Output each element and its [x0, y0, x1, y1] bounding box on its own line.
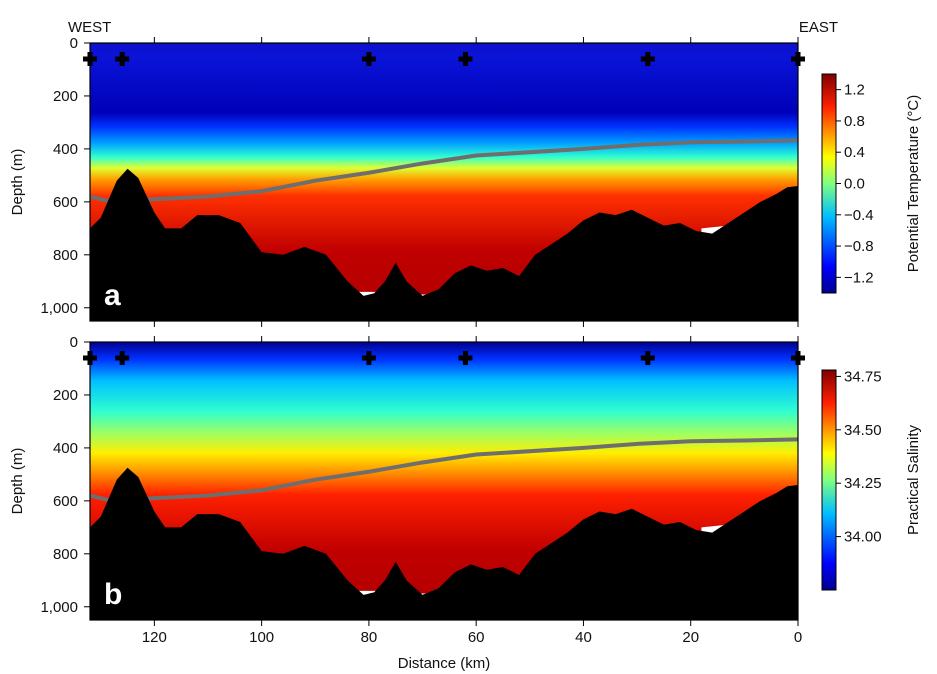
station-marker	[83, 351, 97, 365]
y-tick-label: 200	[53, 387, 78, 404]
colorbar-tick-label: 1.2	[844, 82, 865, 99]
east-label: EAST	[799, 19, 838, 36]
station-marker	[361, 52, 376, 66]
y-tick-label: 200	[53, 88, 78, 105]
station-marker	[791, 52, 805, 66]
y-tick-label: 0	[70, 35, 78, 52]
colorbar-tick-label: −1.2	[844, 269, 874, 286]
y-tick-label: 600	[53, 493, 78, 510]
y-tick-label: 1,000	[40, 599, 78, 616]
y-tick-label: 0	[70, 334, 78, 351]
colorbar	[821, 73, 837, 294]
station-marker	[791, 351, 805, 365]
colorbar-tick-label: 0.8	[844, 113, 865, 130]
y-tick-label: 800	[53, 546, 78, 563]
station-marker	[640, 351, 655, 365]
panel-a: 0 200 400 600 800 1,000 Depth (m) a 1.2 0.8 0.4 0.0…	[9, 35, 922, 327]
seafloor-a	[90, 168, 798, 321]
seafloor-b	[90, 467, 798, 620]
colorbar-tick-label: 34.00	[844, 529, 882, 546]
colorbar	[821, 369, 837, 591]
station-marker	[640, 52, 655, 66]
x-tick-label: 80	[361, 629, 378, 646]
x-tick-label: 60	[468, 629, 485, 646]
station-marker	[115, 351, 130, 365]
colorbar-tick-label: 34.50	[844, 422, 882, 439]
plot-frame	[89, 42, 799, 322]
colorbar-tick-label: 0.4	[844, 144, 865, 161]
y-tick-label: 1,000	[40, 300, 78, 317]
y-axis-label: Depth (m)	[9, 149, 26, 216]
station-marker	[361, 351, 376, 365]
y-tick-label: 400	[53, 141, 78, 158]
x-tick-label: 20	[682, 629, 699, 646]
colorbar-tick-label: −0.4	[844, 207, 874, 224]
panel-letter: a	[104, 279, 121, 312]
x-axis-label: Distance (km)	[398, 655, 491, 672]
colorbar-tick-label: −0.8	[844, 238, 874, 255]
y-tick-label: 600	[53, 194, 78, 211]
y-tick-label: 400	[53, 440, 78, 457]
plot-frame	[89, 341, 799, 621]
station-marker	[115, 52, 130, 66]
colorbar-label: Potential Temperature (°C)	[905, 95, 922, 272]
y-axis-label: Depth (m)	[9, 448, 26, 515]
x-tick-label: 100	[249, 629, 274, 646]
west-label: WEST	[68, 19, 111, 36]
y-tick-label: 800	[53, 247, 78, 264]
colorbar-tick-label: 34.25	[844, 475, 882, 492]
station-marker	[458, 52, 473, 66]
panel-letter: b	[104, 578, 122, 611]
station-marker	[458, 351, 473, 365]
colorbar-tick-label: 34.75	[844, 368, 882, 385]
colorbar-tick-label: 0.0	[844, 176, 865, 193]
x-tick-label: 120	[142, 629, 167, 646]
station-marker	[83, 52, 97, 66]
x-tick-label: 0	[794, 629, 802, 646]
colorbar-label: Practical Salinity	[905, 424, 922, 535]
x-tick-label: 40	[575, 629, 592, 646]
